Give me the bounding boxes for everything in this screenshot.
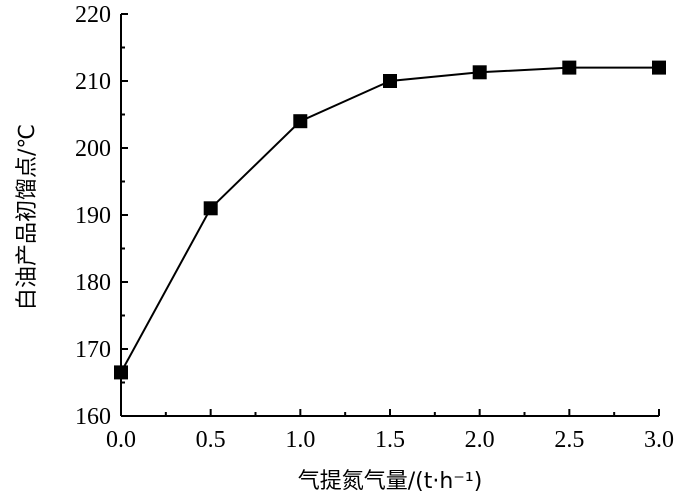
y-tick-label: 170 <box>75 337 111 363</box>
x-tick-label: 1.5 <box>375 427 405 453</box>
y-axis-title: 白油产品初馏点/℃ <box>15 124 40 310</box>
x-tick-label: 0.5 <box>196 427 226 453</box>
y-tick-label: 200 <box>75 136 111 162</box>
x-tick-label: 2.0 <box>465 427 495 453</box>
y-tick-label: 180 <box>75 270 111 296</box>
data-point-marker <box>472 65 487 80</box>
data-point-marker <box>562 60 577 75</box>
data-point-marker <box>114 365 128 380</box>
data-markers <box>114 60 666 380</box>
x-axis-title: 气提氮气量/(t·h⁻¹) <box>298 469 483 494</box>
x-tick-label: 3.0 <box>644 427 674 453</box>
y-tick-label: 210 <box>75 69 111 95</box>
y-tick-label: 190 <box>75 203 111 229</box>
data-point-marker <box>383 74 397 88</box>
data-point-marker <box>203 201 218 216</box>
y-tick-label: 220 <box>75 2 111 28</box>
y-tick-label: 160 <box>75 404 111 430</box>
data-point-marker <box>293 114 308 129</box>
x-tick-label: 2.5 <box>554 427 584 453</box>
x-tick-label: 1.0 <box>285 427 315 453</box>
series-line <box>120 66 659 373</box>
x-tick-label: 0.0 <box>106 427 136 453</box>
y-axis-ticks: 160 170 180 190 200 210 220 <box>75 2 128 430</box>
x-axis-ticks: 0.0 0.5 1.0 1.5 2.0 2.5 3.0 <box>106 409 674 453</box>
data-point-marker <box>652 60 666 75</box>
